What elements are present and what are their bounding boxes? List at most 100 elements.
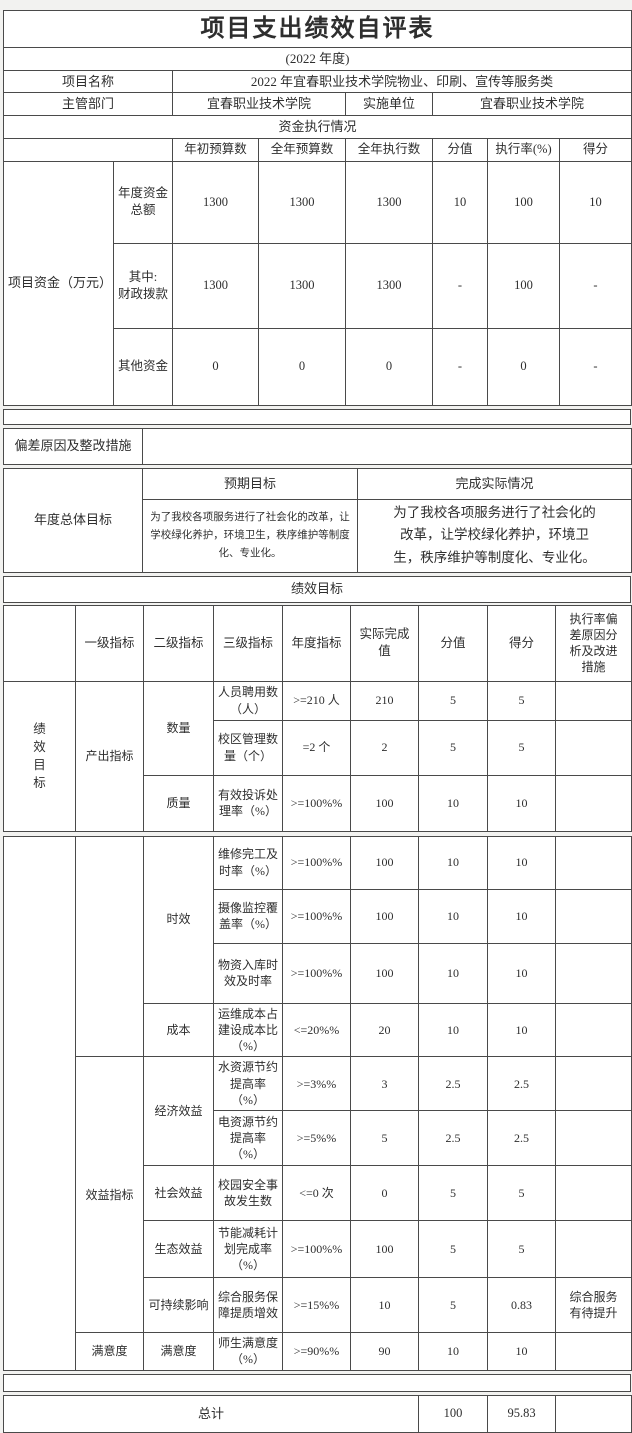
dept-value: 宜春职业技术学院 <box>172 92 346 117</box>
table-row: 主管部门 宜春职业技术学院 实施单位 宜春职业技术学院 <box>3 92 632 117</box>
perf-remark-cell: 综合服务有待提升 <box>555 1277 632 1334</box>
fund-cell: 100 <box>487 160 560 244</box>
impl-unit-label: 实施单位 <box>345 92 433 117</box>
total-got-cell: 95.83 <box>487 1394 556 1433</box>
perf-level1-empty-cell <box>75 835 144 1058</box>
impl-unit-value: 宜春职业技术学院 <box>432 92 632 117</box>
perf-side-label: 绩效目标 <box>3 680 76 832</box>
perf-level2-cell: 时效 <box>143 835 214 1004</box>
perf-remark-cell <box>555 774 632 832</box>
perf-remark-cell <box>555 835 632 890</box>
perf-score-cell: 10 <box>418 1002 488 1058</box>
perf-level2-cell: 质量 <box>143 774 214 832</box>
fund-execution-table: 项目支出绩效自评表 (2022 年度) 项目名称 2022 年宜春职业技术学院物… <box>3 9 632 406</box>
perf-remark-cell <box>555 942 632 1004</box>
perf-actual-cell: 20 <box>350 1002 419 1058</box>
perf-col-header: 得分 <box>487 604 556 682</box>
fund-col-header: 全年预算数 <box>258 137 346 162</box>
perf-actual-cell: 100 <box>350 888 419 944</box>
perf-got-cell: 10 <box>487 774 556 832</box>
spacer-table <box>3 1373 631 1392</box>
empty-header-cell <box>3 604 76 682</box>
perf-score-cell: 5 <box>418 1277 488 1334</box>
perf-actual-cell: 100 <box>350 1220 419 1279</box>
perf-level3-cell: 综合服务保障提质增效 <box>213 1277 283 1334</box>
perf-actual-cell: 2 <box>350 719 419 776</box>
perf-target-cell: >=5%% <box>282 1110 351 1167</box>
dept-label: 主管部门 <box>3 92 173 117</box>
perf-actual-cell: 100 <box>350 774 419 832</box>
perf-level3-cell: 维修完工及时率（%） <box>213 835 283 890</box>
perf-level3-cell: 运维成本占建设成本比（%） <box>213 1002 283 1058</box>
perf-level3-cell: 有效投诉处理率（%） <box>213 774 283 832</box>
perf-got-cell: 10 <box>487 1002 556 1058</box>
fund-cell: - <box>432 242 488 329</box>
perf-remark-cell <box>555 1002 632 1058</box>
fund-cell: - <box>432 327 488 406</box>
self-evaluation-sheet: 项目支出绩效自评表 (2022 年度) 项目名称 2022 年宜春职业技术学院物… <box>3 0 632 1433</box>
perf-remark-cell <box>555 1165 632 1222</box>
annual-goal-label: 年度总体目标 <box>3 467 143 573</box>
perf-target-cell: >=100%% <box>282 835 351 890</box>
perf-target-cell: >=100%% <box>282 1220 351 1279</box>
table-row: 项目支出绩效自评表 <box>3 9 632 49</box>
perf-remark-cell <box>555 719 632 776</box>
perf-got-cell: 10 <box>487 942 556 1004</box>
fund-cell: - <box>559 242 632 329</box>
expected-goal-text: 为了我校各项服务进行了社会化的改革，让学校绿化养护，环境卫生，秩序维护等制度化、… <box>142 498 358 573</box>
perf-level2-cell: 满意度 <box>143 1332 214 1371</box>
perf-level1-cell: 产出指标 <box>75 680 144 832</box>
perf-got-cell: 10 <box>487 1332 556 1371</box>
perf-level3-cell: 摄像监控覆盖率（%） <box>213 888 283 944</box>
total-remark-cell <box>555 1394 632 1433</box>
fund-cell: 1300 <box>258 160 346 244</box>
perf-target-cell: >=100%% <box>282 774 351 832</box>
table-row: 物资入库时效及时率 >=100%% 100 10 10 <box>4 942 632 1004</box>
perf-got-cell: 5 <box>487 680 556 721</box>
performance-table-part1: 一级指标 二级指标 三级指标 年度指标 实际完成值 分值 得分 执行率偏差原因分… <box>3 604 632 832</box>
total-table: 总计 100 95.83 <box>3 1394 632 1433</box>
fund-section-title: 资金执行情况 <box>3 115 632 139</box>
perf-score-cell: 2.5 <box>418 1056 488 1112</box>
deviation-label: 偏差原因及整改措施 <box>3 427 143 465</box>
perf-actual-cell: 90 <box>350 1332 419 1371</box>
perf-col-header: 年度指标 <box>282 604 351 682</box>
table-row: 成本 运维成本占建设成本比（%） <=20%% 20 10 10 <box>4 1002 632 1058</box>
perf-got-cell: 10 <box>487 835 556 890</box>
perf-actual-cell: 5 <box>350 1110 419 1167</box>
fund-cell: 1300 <box>345 160 433 244</box>
fund-cell: 0 <box>345 327 433 406</box>
fund-col-header: 分值 <box>432 137 488 162</box>
fund-cell: 10 <box>432 160 488 244</box>
perf-score-cell: 5 <box>418 1220 488 1279</box>
perf-level3-cell: 物资入库时效及时率 <box>213 942 283 1004</box>
fund-cell: - <box>559 327 632 406</box>
fund-cell: 1300 <box>258 242 346 329</box>
table-row <box>3 408 631 425</box>
perf-remark-cell <box>555 1056 632 1112</box>
perf-score-cell: 5 <box>418 1165 488 1222</box>
perf-score-cell: 10 <box>418 942 488 1004</box>
fund-row-label: 其中: 财政拨款 <box>113 242 173 329</box>
perf-level2-cell: 成本 <box>143 1002 214 1058</box>
table-row: 电资源节约提高率（%） >=5%% 5 2.5 2.5 <box>4 1110 632 1167</box>
perf-actual-cell: 210 <box>350 680 419 721</box>
perf-score-cell: 5 <box>418 680 488 721</box>
fund-group-label: 项目资金（万元） <box>3 160 114 406</box>
spacer-table <box>3 408 631 425</box>
perf-got-cell: 5 <box>487 1220 556 1279</box>
table-row: 社会效益 校园安全事故发生数 <=0 次 0 5 5 <box>4 1165 632 1222</box>
table-row: 满意度 满意度 师生满意度（%） >=90%% 90 10 10 <box>4 1332 632 1371</box>
perf-actual-cell: 0 <box>350 1165 419 1222</box>
deviation-table: 偏差原因及整改措施 <box>3 427 632 465</box>
spacer-row <box>3 1373 631 1392</box>
perf-col-header: 执行率偏差原因分析及改进措施 <box>555 604 632 682</box>
perf-target-cell: >=100%% <box>282 942 351 1004</box>
fund-cell: 0 <box>172 327 259 406</box>
fund-cell: 0 <box>258 327 346 406</box>
perf-level3-cell: 电资源节约提高率（%） <box>213 1110 283 1167</box>
table-row: 资金执行情况 <box>3 115 632 139</box>
perf-score-cell: 10 <box>418 835 488 890</box>
fund-cell: 0 <box>487 327 560 406</box>
performance-section-table: 绩效目标 <box>3 575 631 603</box>
